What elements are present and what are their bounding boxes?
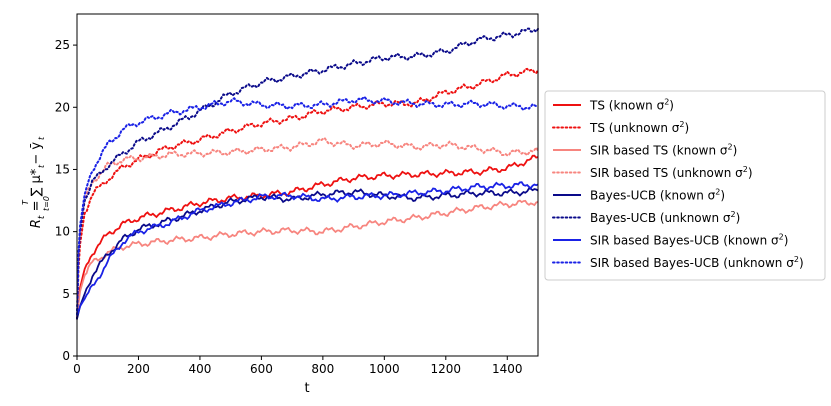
x-tick-label: 600 xyxy=(250,362,273,376)
y-tick-label: 5 xyxy=(62,287,70,301)
y-tick-label: 15 xyxy=(55,162,70,176)
y-tick-label: 25 xyxy=(55,38,70,52)
series-line-5 xyxy=(76,187,539,319)
y-tick-label: 20 xyxy=(55,100,70,114)
legend-label: SIR based Bayes-UCB (unknown σ2) xyxy=(590,255,804,270)
y-axis-ticks: 0 5 10 15 20 25 xyxy=(55,38,77,363)
legend-label: SIR based TS (unknown σ2) xyxy=(590,165,753,180)
legend-entries: TS (known σ2) TS (unknown σ2) SIR based TS… xyxy=(552,98,804,270)
legend-label: SIR based TS (known σ2) xyxy=(590,143,737,158)
x-tick-label: 800 xyxy=(311,362,334,376)
x-tick-label: 1400 xyxy=(492,362,523,376)
y-axis-label: Rt = ∑ μ* − ȳ T t=0 t t xyxy=(21,136,51,228)
svg-text:t: t xyxy=(37,164,46,168)
legend-label: TS (known σ2) xyxy=(589,98,674,113)
series-line-8 xyxy=(76,95,539,316)
series-lines xyxy=(76,27,539,320)
legend-label: SIR based Bayes-UCB (known σ2) xyxy=(590,233,788,248)
legend-label: Bayes-UCB (known σ2) xyxy=(590,188,725,203)
svg-text:Rt = ∑ μ* − ȳ: Rt = ∑ μ* − ȳ xyxy=(29,142,47,229)
legend: TS (known σ2) TS (unknown σ2) SIR based TS… xyxy=(544,90,826,281)
series-line-3 xyxy=(76,199,539,319)
legend-box xyxy=(544,90,826,281)
series-line-4 xyxy=(76,136,539,320)
plot-frame xyxy=(76,13,539,357)
x-tick-label: 1200 xyxy=(431,362,462,376)
svg-text:T: T xyxy=(21,199,30,205)
x-tick-label: 400 xyxy=(188,362,211,376)
legend-label: TS (unknown σ2) xyxy=(589,120,689,135)
x-tick-label: 200 xyxy=(127,362,150,376)
series-line-6 xyxy=(76,27,539,320)
y-tick-label: 10 xyxy=(55,225,70,239)
series-line-1 xyxy=(76,154,539,319)
svg-text:t=0: t=0 xyxy=(42,196,51,211)
x-axis-label: t xyxy=(304,381,309,396)
y-tick-label: 0 xyxy=(62,349,70,363)
series-line-7 xyxy=(76,181,539,316)
x-tick-label: 1000 xyxy=(369,362,400,376)
svg-text:t: t xyxy=(37,136,46,140)
x-tick-label: 0 xyxy=(73,362,81,376)
x-axis-ticks: 0 200 400 600 800 1000 1200 1400 xyxy=(73,356,523,376)
legend-label: Bayes-UCB (unknown σ2) xyxy=(590,210,740,225)
